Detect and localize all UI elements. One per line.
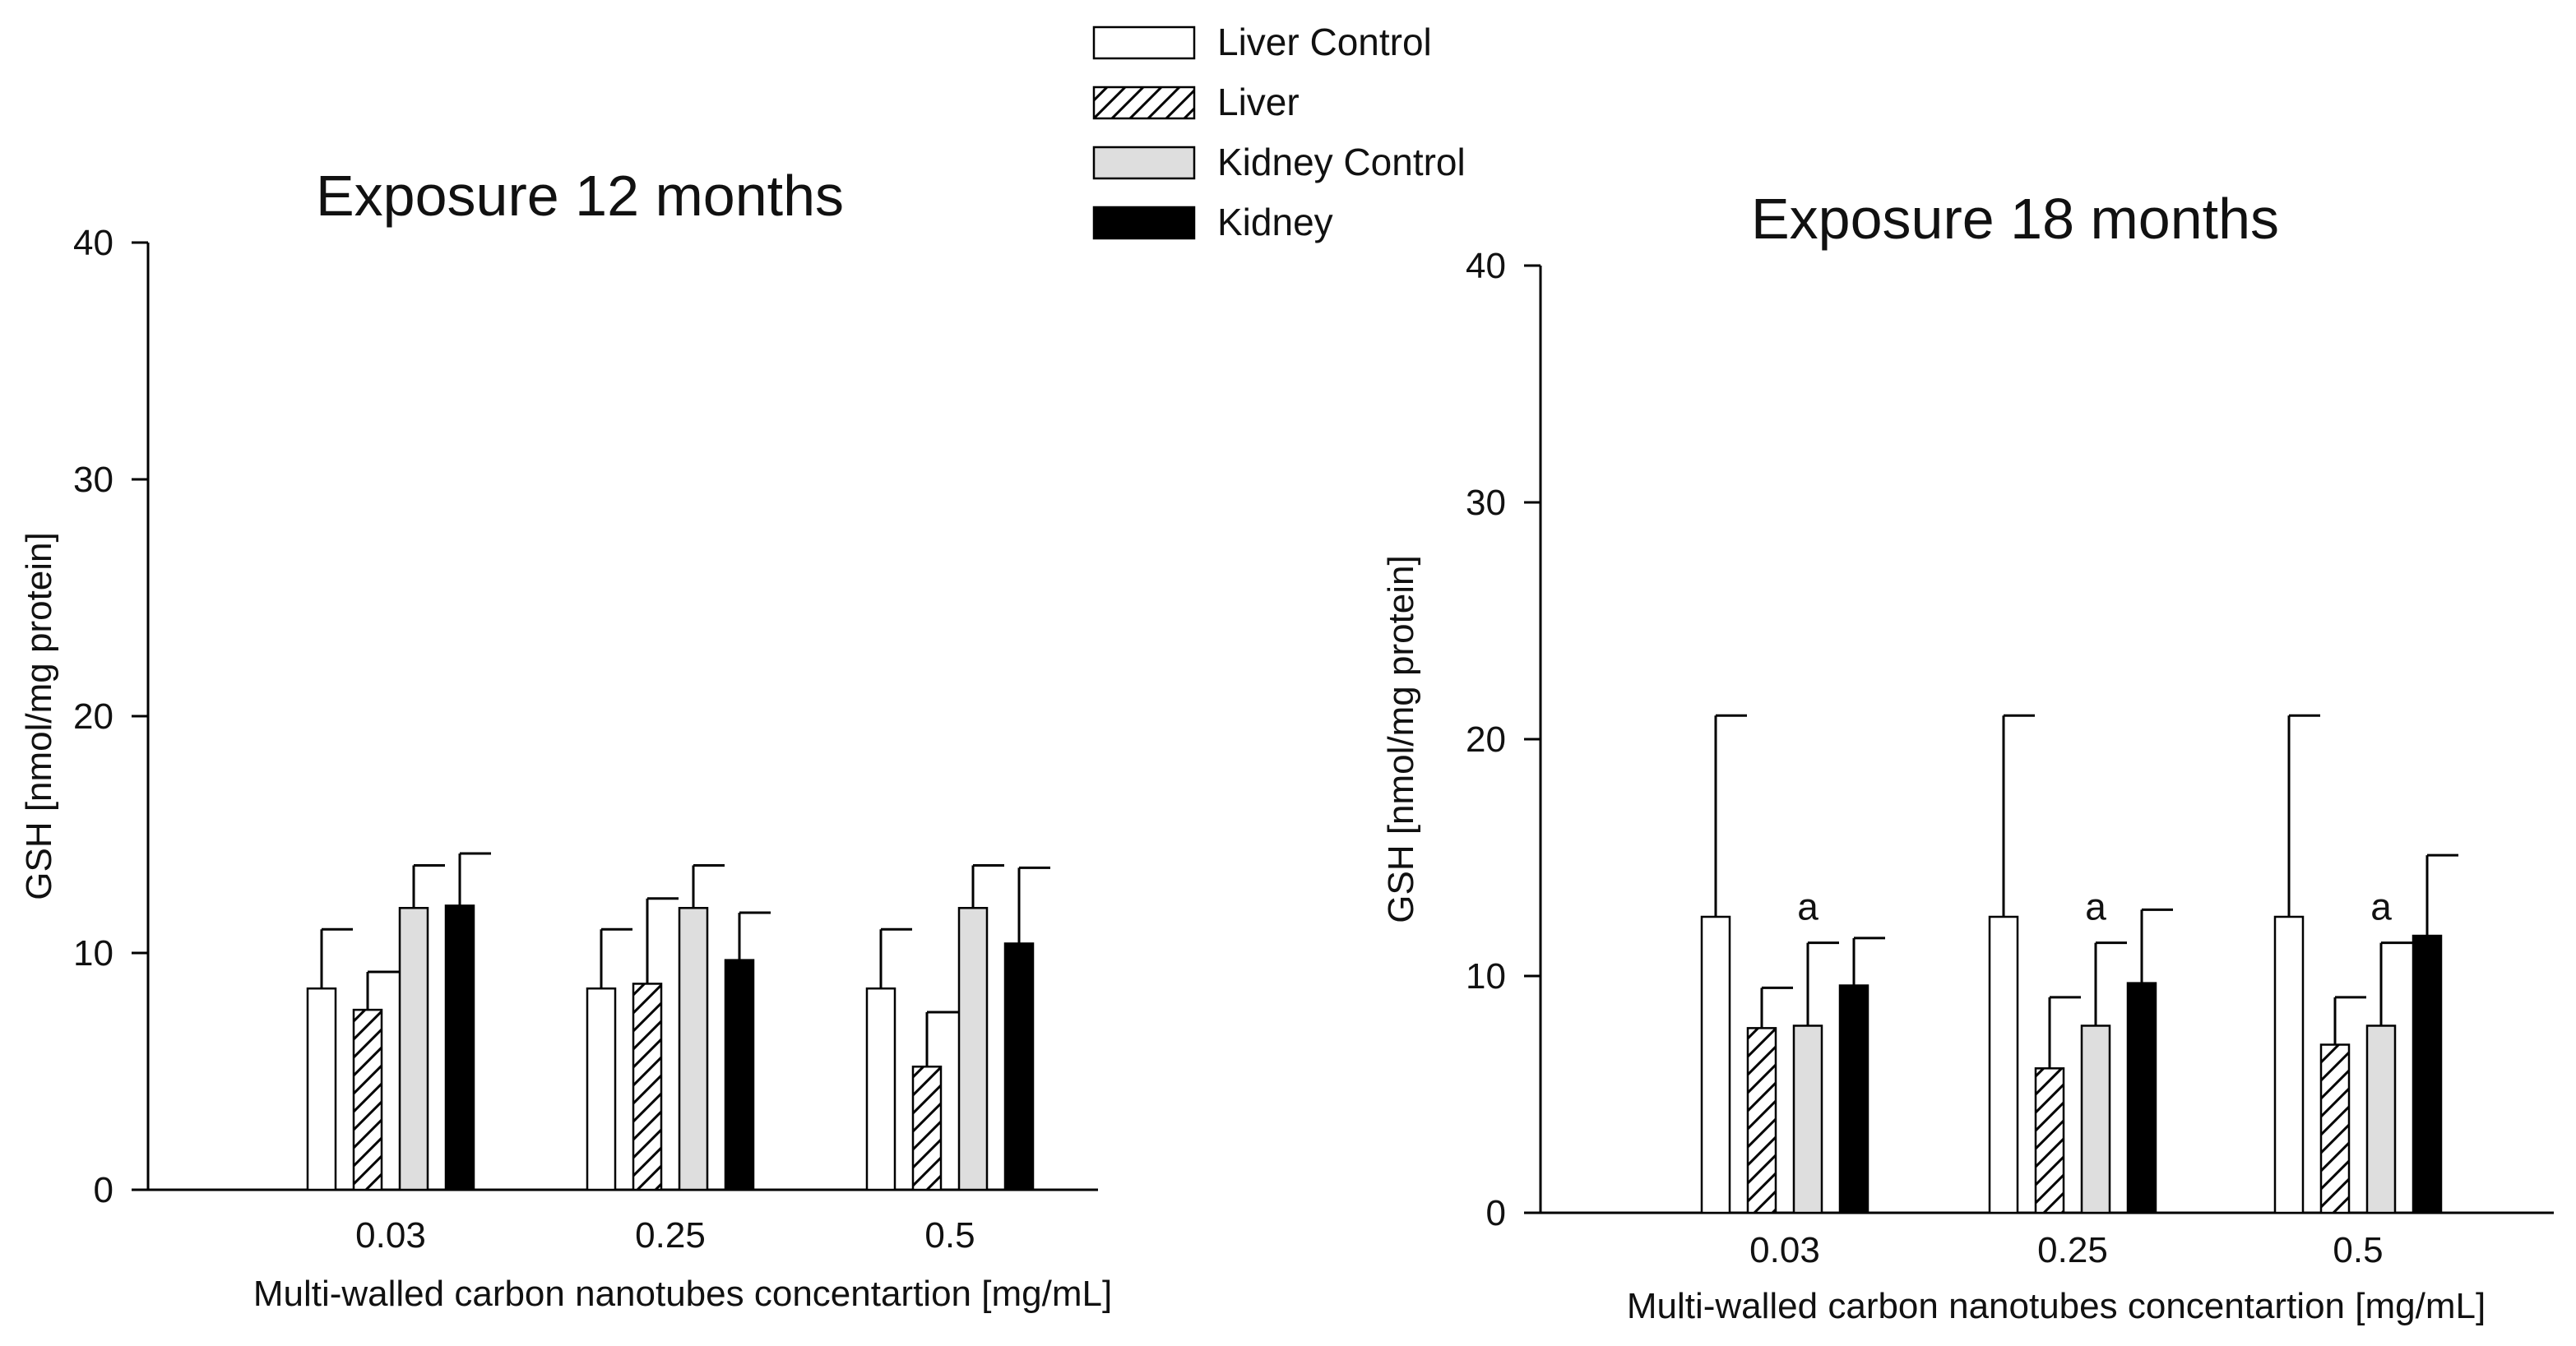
legend-swatch-liver-control bbox=[1092, 25, 1196, 60]
bar-kidney-control-0-25 bbox=[2080, 1025, 2111, 1214]
bar-liver-0-5 bbox=[911, 1065, 943, 1191]
x-axis-label: Multi-walled carbon nanotubes concentart… bbox=[253, 1274, 1112, 1314]
legend-label-kidney-control: Kidney Control bbox=[1217, 141, 1466, 183]
bar-kidney-control-0-03 bbox=[398, 907, 429, 1191]
legend: Liver Control Liver Kidney Control Kidney bbox=[1092, 21, 1466, 243]
bar-kidney-0-25 bbox=[2126, 982, 2157, 1214]
y-axis-label: GSH [nmol/mg protein] bbox=[19, 532, 59, 900]
y-tick-label: 20 bbox=[73, 696, 114, 737]
bar-liver-control-0-25 bbox=[1988, 915, 2019, 1214]
legend-label-liver-control: Liver Control bbox=[1217, 21, 1432, 63]
x-axis-label: Multi-walled carbon nanotubes concentart… bbox=[1627, 1286, 2486, 1326]
bar-kidney-control-0-03 bbox=[1792, 1025, 1823, 1214]
y-tick-label: 10 bbox=[73, 933, 114, 974]
x-tick-label-0-25: 0.25 bbox=[635, 1215, 706, 1256]
bar-kidney-control-0-5 bbox=[2365, 1025, 2397, 1214]
bar-kidney-0-5 bbox=[2412, 934, 2443, 1214]
significance-annotation: a bbox=[2370, 886, 2392, 928]
bar-kidney-0-25 bbox=[724, 959, 755, 1191]
chart-panel-18-months: Exposure 18 months 0 10 20 30 40 GSH [nmol/mg … bbox=[1381, 187, 2554, 1326]
significance-annotation: a bbox=[2085, 886, 2106, 928]
legend-label-kidney: Kidney bbox=[1217, 201, 1333, 243]
bar-liver-control-0-03 bbox=[306, 987, 337, 1191]
bar-liver-0-25 bbox=[632, 983, 663, 1191]
y-tick-label: 30 bbox=[1466, 483, 1506, 523]
chart-panel-12-months: Exposure 12 months 0 10 20 30 40 GSH [nmol/mg … bbox=[19, 164, 1112, 1314]
bar-liver-0-5 bbox=[2319, 1043, 2351, 1214]
y-tick-label: 30 bbox=[73, 460, 114, 500]
significance-annotation: a bbox=[1797, 886, 1818, 928]
bar-kidney-0-03 bbox=[1838, 984, 1869, 1214]
x-tick-label-0-03: 0.03 bbox=[1749, 1230, 1820, 1270]
legend-label-liver: Liver bbox=[1217, 81, 1300, 123]
y-axis-label: GSH [nmol/mg protein] bbox=[1381, 555, 1421, 923]
y-tick-label: 0 bbox=[1486, 1193, 1506, 1233]
bar-liver-control-0-03 bbox=[1700, 915, 1731, 1214]
bar-liver-0-25 bbox=[2034, 1067, 2065, 1214]
bar-liver-control-0-5 bbox=[865, 987, 897, 1191]
bar-liver-control-0-25 bbox=[586, 987, 617, 1191]
bar-liver-0-03 bbox=[1746, 1027, 1777, 1214]
y-tick-label: 10 bbox=[1466, 956, 1506, 997]
bar-kidney-0-03 bbox=[444, 904, 475, 1191]
x-tick-label-0-5: 0.5 bbox=[2333, 1230, 2383, 1270]
chart-title: Exposure 12 months bbox=[316, 164, 844, 228]
x-tick-label-0-5: 0.5 bbox=[924, 1215, 975, 1256]
x-tick-label-0-25: 0.25 bbox=[2037, 1230, 2108, 1270]
bar-liver-0-03 bbox=[352, 1008, 383, 1191]
legend-swatch-kidney bbox=[1092, 206, 1196, 240]
legend-swatch-liver bbox=[1092, 86, 1196, 120]
chart-title: Exposure 18 months bbox=[1751, 187, 2279, 251]
y-tick-label: 40 bbox=[73, 223, 114, 263]
bar-liver-control-0-5 bbox=[2273, 915, 2305, 1214]
y-tick-label: 40 bbox=[1466, 246, 1506, 286]
bar-kidney-control-0-5 bbox=[957, 907, 989, 1191]
bar-kidney-control-0-25 bbox=[678, 907, 709, 1191]
y-tick-label: 20 bbox=[1466, 719, 1506, 760]
bar-kidney-0-5 bbox=[1003, 942, 1035, 1191]
y-tick-label: 0 bbox=[94, 1170, 114, 1210]
legend-swatch-kidney-control bbox=[1092, 146, 1196, 180]
x-tick-label-0-03: 0.03 bbox=[355, 1215, 426, 1256]
